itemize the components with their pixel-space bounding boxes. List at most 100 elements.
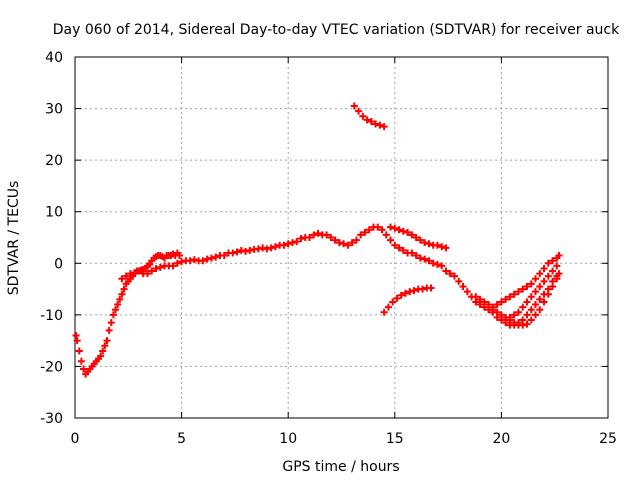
data-point [372,120,380,128]
data-point [186,257,194,265]
y-tick-label: 0 [54,256,63,272]
data-point [536,282,544,290]
data-point [152,264,160,272]
series-upper-track-13 [350,102,388,131]
data-point [116,295,124,303]
data-point [555,252,563,260]
data-point [532,301,540,309]
data-point [523,320,531,328]
data-point [229,249,237,257]
data-point [532,311,540,319]
data-point [374,223,382,231]
x-tick-label: 0 [71,431,80,447]
y-tick-label: 20 [45,153,63,169]
data-point [438,243,446,251]
data-point [146,260,154,268]
data-point [399,246,407,254]
data-point [378,226,386,234]
data-point [519,285,527,293]
axis-ticks [74,56,609,419]
data-point [112,306,120,314]
data-point [107,319,115,327]
data-point [527,293,535,301]
data-point [553,262,561,270]
data-point [395,226,403,234]
data-point [540,277,548,285]
data-point [387,236,395,244]
data-point [519,316,527,324]
data-point [425,240,433,248]
y-tick-label: -20 [40,359,63,375]
grid [75,57,608,418]
data-point [288,239,296,247]
data-point [348,239,356,247]
data-point [544,259,552,267]
data-point [519,303,527,311]
data-point [459,282,467,290]
chart-title: Day 060 of 2014, Sidereal Day-to-day VTE… [53,22,620,38]
data-point [514,288,522,296]
x-tick-label: 20 [492,431,510,447]
data-point [497,298,505,306]
data-point [359,112,367,120]
data-point [148,267,156,275]
data-point [553,272,561,280]
data-point [527,306,535,314]
data-point [485,301,493,309]
data-point [514,308,522,316]
data-point [175,252,183,260]
data-point [190,256,198,264]
data-point [506,293,514,301]
data-point [397,291,405,299]
data-point [506,316,514,324]
data-point [544,272,552,280]
data-point [77,357,85,365]
data-point [126,270,134,278]
data-point [135,267,143,275]
data-point [527,280,535,288]
data-point [412,234,420,241]
data-point [173,259,181,267]
data-point [523,282,531,290]
data-point [416,254,424,262]
data-point [340,240,348,248]
data-point [105,326,113,334]
data-point [419,285,427,293]
data-point [365,226,373,234]
y-tick-label: -30 [40,411,63,427]
data-point [412,252,420,260]
data-point [493,308,501,316]
data-point [493,301,501,309]
data-point [540,264,548,272]
data-point [352,236,360,244]
data-point [425,257,433,265]
data-point [357,231,365,239]
data-point [389,298,397,306]
data-point [455,277,463,285]
plot-frame [74,56,609,419]
data-point [323,231,331,239]
data-point [527,316,535,324]
data-point [421,255,429,263]
data-point [416,236,424,244]
data-point [263,245,271,253]
data-point [523,298,531,306]
y-axis-label: SDTVAR / TECUs [6,181,22,296]
data-point [544,285,552,293]
data-point [109,311,117,319]
data-point [549,277,557,285]
data-point [199,257,207,265]
series-mid-track-15 [380,284,435,316]
y-tick-labels: -30 -20 -10 0 10 20 30 40 [40,50,63,427]
data-point [532,275,540,283]
series-lower-track [118,259,181,283]
data-point [406,288,414,296]
data-point [293,238,301,246]
data-point [355,107,363,115]
data-point [429,259,437,267]
data-point [540,298,548,306]
data-point [284,240,292,248]
data-point [438,262,446,270]
data-point [73,337,81,345]
data-point [408,231,416,239]
